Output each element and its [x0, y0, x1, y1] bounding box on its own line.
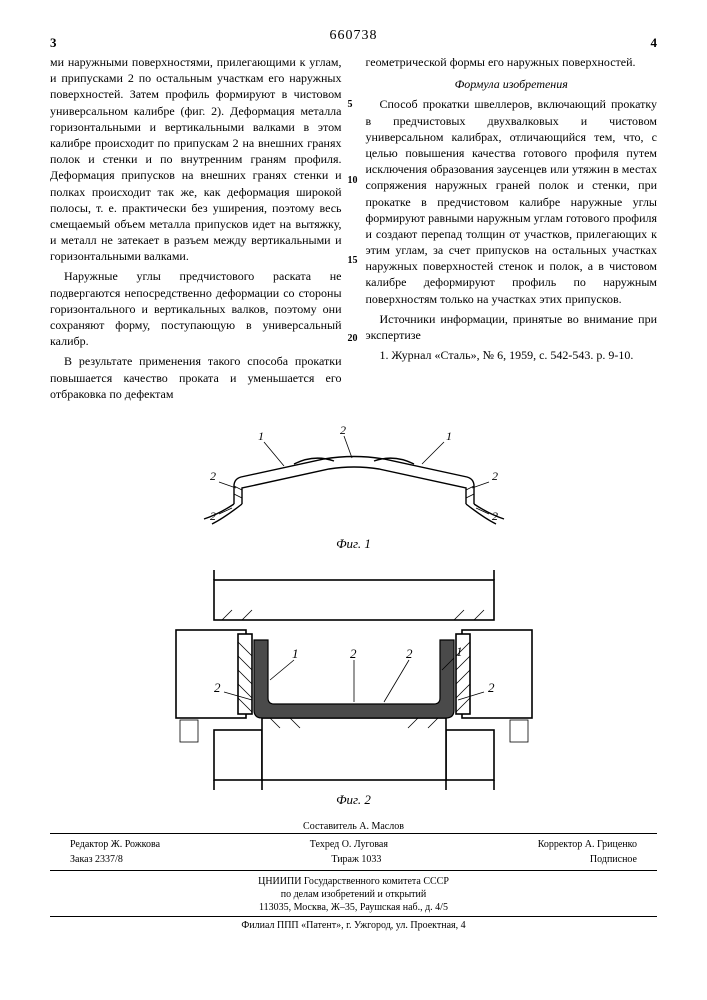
footer-subscription: Подписное	[590, 853, 637, 866]
footer-tirage: Тираж 1033	[331, 853, 381, 866]
fig1-mark-2e: 2	[492, 509, 498, 523]
fig2-svg: 1 2 2 1 2 2	[144, 570, 564, 790]
right-column: 4 5 10 15 20 геометрической формы его на…	[366, 54, 658, 406]
footer-org2: по делам изобретений и открытий	[50, 888, 657, 901]
footer-compiler: Составитель А. Маслов	[50, 820, 657, 833]
fig2-mark-1a: 1	[292, 646, 299, 661]
fig1-mark-2c: 2	[210, 509, 216, 523]
line-mark-10: 10	[348, 174, 358, 188]
left-p3: В результате применения такого способа п…	[50, 353, 342, 402]
fig1-mark-2a: 2	[340, 424, 346, 437]
fig1-mark-2d: 2	[492, 469, 498, 483]
footer-addr2: Филиал ППП «Патент», г. Ужгород, ул. Про…	[50, 916, 657, 932]
fig1-mark-2b: 2	[210, 469, 216, 483]
left-column: 3 ми наружными поверхностями, прилегающи…	[50, 54, 342, 406]
patent-number: 660738	[50, 28, 657, 44]
fig2-mark-2d: 2	[488, 680, 495, 695]
fig1-svg: 1 2 1 2 2 2 2	[164, 424, 544, 534]
page-col-num-right: 4	[651, 34, 658, 52]
figure-2: 1 2 2 1 2 2 Фиг. 2	[50, 570, 657, 808]
footer-corrector: Корректор А. Гриценко	[538, 838, 637, 851]
fig2-label: Фиг. 2	[50, 792, 657, 808]
footer-order: Заказ 2337/8	[70, 853, 123, 866]
fig1-label: Фиг. 1	[50, 536, 657, 552]
footer-org1: ЦНИИПИ Государственного комитета СССР	[50, 875, 657, 888]
line-mark-15: 15	[348, 254, 358, 268]
formula-title: Формула изобретения	[366, 76, 658, 92]
left-p1: ми наружными поверхностями, прилегающими…	[50, 54, 342, 264]
fig2-mark-1b: 1	[456, 644, 463, 659]
fig1-mark-1a: 1	[258, 429, 264, 443]
left-p2: Наружные углы предчистового раската не п…	[50, 268, 342, 349]
text-columns: 3 ми наружными поверхностями, прилегающи…	[50, 54, 657, 406]
figure-1: 1 2 1 2 2 2 2 Фиг. 1	[50, 424, 657, 552]
patent-page: 660738 3 ми наружными поверхностями, при…	[0, 0, 707, 952]
footer-editor: Редактор Ж. Рожкова	[70, 838, 160, 851]
right-p3: Источники информации, принятые во вниман…	[366, 311, 658, 343]
footer: Составитель А. Маслов Редактор Ж. Рожков…	[50, 820, 657, 932]
right-p4: 1. Журнал «Сталь», № 6, 1959, с. 542-543…	[366, 347, 658, 363]
fig2-mark-2c: 2	[214, 680, 221, 695]
fig2-mark-2b: 2	[406, 646, 413, 661]
fig1-mark-1b: 1	[446, 429, 452, 443]
line-mark-20: 20	[348, 332, 358, 346]
page-col-num-left: 3	[50, 34, 57, 52]
right-p2: Способ прокатки швеллеров, включающий пр…	[366, 96, 658, 306]
footer-techred: Техред О. Луговая	[310, 838, 388, 851]
line-mark-5: 5	[348, 98, 353, 112]
footer-addr1: 113035, Москва, Ж–35, Раушская наб., д. …	[50, 901, 657, 914]
right-p1: геометрической формы его наружных поверх…	[366, 54, 658, 70]
fig2-mark-2a: 2	[350, 646, 357, 661]
